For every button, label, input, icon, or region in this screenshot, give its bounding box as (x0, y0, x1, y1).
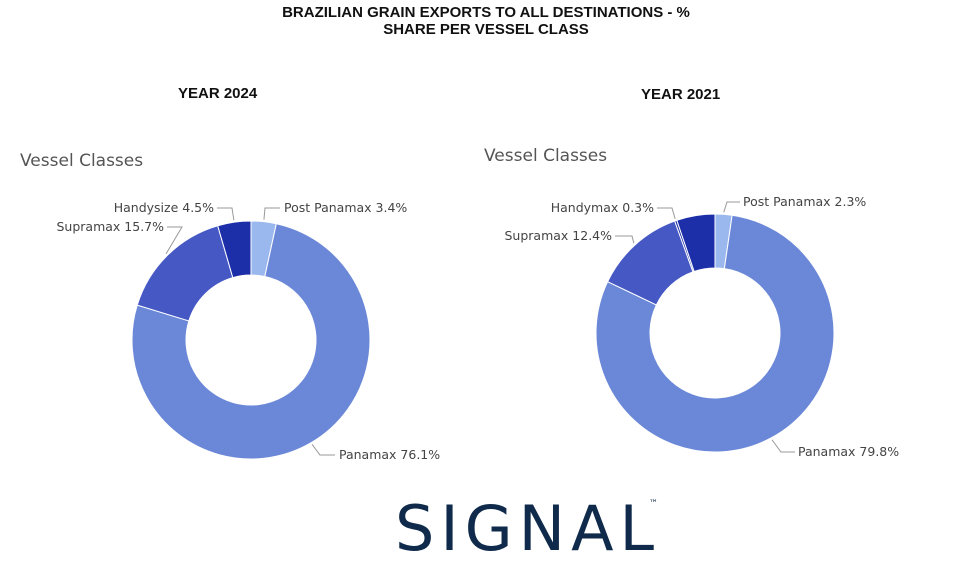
chart-2-title: YEAR 2021 (641, 86, 721, 103)
chart-1-label-panamax: Panamax 76.1% (339, 447, 440, 462)
chart-1-slice-panamax[interactable] (131, 223, 371, 460)
chart-1-leader-supramax (165, 226, 183, 255)
logo-text: SIGNAL (395, 492, 660, 556)
chart-2-leader-post-panamax (723, 201, 740, 213)
chart-1-label-post-panamax: Post Panamax 3.4% (284, 200, 407, 215)
logo-trademark: ™ (649, 499, 658, 509)
chart-1-label-supramax: Supramax 15.7% (56, 219, 164, 234)
chart-1-slice-supramax[interactable] (136, 225, 234, 322)
chart-1-leader-post-panamax (263, 207, 280, 220)
chart-1-legend-title: Vessel Classes (20, 151, 144, 171)
title-line-1: BRAZILIAN GRAIN EXPORTS TO ALL DESTINATI… (282, 4, 690, 21)
chart-2-leader-handymax (657, 207, 676, 219)
chart-1-label-handysize: Handysize 4.5% (114, 200, 214, 215)
chart-1-leader-handysize (217, 207, 235, 221)
chart-2-legend-title: Vessel Classes (484, 146, 608, 166)
chart-1-slice-handysize[interactable] (217, 220, 252, 279)
chart-main-title: BRAZILIAN GRAIN EXPORTS TO ALL DESTINATI… (0, 4, 972, 38)
chart-1-leader-panamax (311, 444, 335, 456)
chart-2-label-panamax: Panamax 79.8% (798, 444, 899, 459)
chart-2-leader-supramax (615, 235, 635, 244)
chart-2-slice-handysize[interactable] (676, 213, 716, 273)
signal-logo: SIGNAL ™ (395, 492, 660, 556)
title-line-2: SHARE PER VESSEL CLASS (383, 21, 589, 38)
chart-2-leader-panamax (771, 439, 795, 453)
chart-2-slice-panamax[interactable] (595, 214, 835, 453)
chart-2-label-post-panamax: Post Panamax 2.3% (743, 194, 866, 209)
chart-2-label-supramax: Supramax 12.4% (504, 228, 612, 243)
chart-1-title: YEAR 2024 (178, 85, 258, 102)
chart-2-label-handymax: Handymax 0.3% (551, 200, 654, 215)
